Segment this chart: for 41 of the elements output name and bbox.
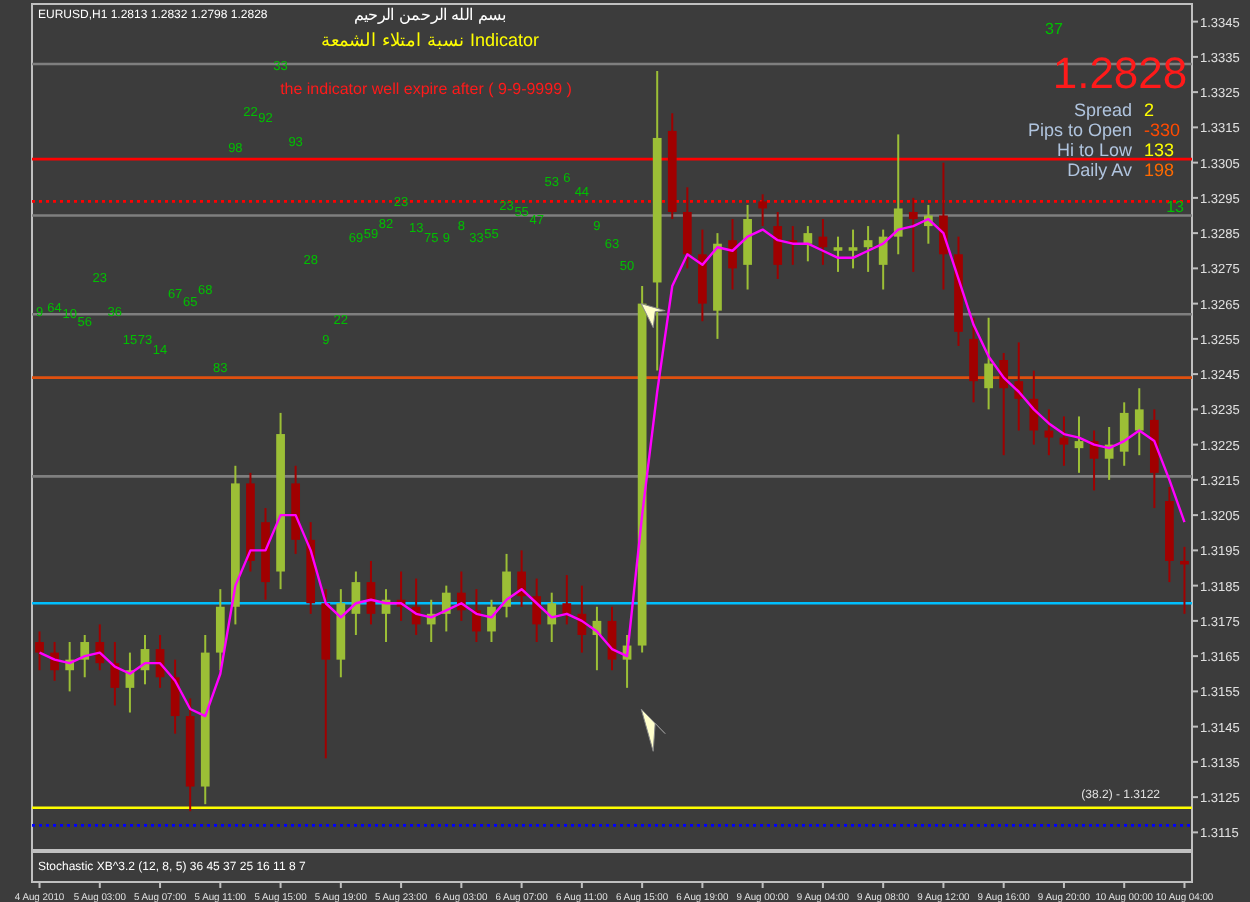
annotation: نسبة امتلاء الشمعة Indicator xyxy=(320,30,540,50)
candlestick xyxy=(562,574,572,626)
annotation: Hi to Low xyxy=(1056,140,1133,160)
annotation: 13 xyxy=(1166,198,1186,216)
annotation: the indicator well expire after ( 9-9-9999 ) xyxy=(280,80,573,98)
candlestick xyxy=(728,218,737,291)
annotation: Daily Av xyxy=(1067,160,1133,180)
candlestick xyxy=(908,196,918,273)
annotation: 2 xyxy=(1144,100,1155,120)
candlestick xyxy=(80,633,90,679)
candlestick xyxy=(863,225,873,273)
candlestick xyxy=(833,235,843,273)
annotation: 133 xyxy=(1144,140,1175,160)
candlestick xyxy=(893,133,903,256)
candlestick xyxy=(682,186,692,270)
annotation: -330 xyxy=(1144,120,1181,140)
candlestick xyxy=(803,225,813,263)
candlestick xyxy=(773,210,783,280)
annotation: Spread xyxy=(1073,100,1132,120)
candlestick xyxy=(215,588,225,672)
candlestick xyxy=(984,316,993,411)
candlestick xyxy=(110,641,120,707)
candlestick xyxy=(1044,408,1054,457)
candlestick xyxy=(743,203,752,291)
candlestick xyxy=(878,228,888,291)
annotation: بسم الله الرحمن الرحيم xyxy=(354,6,506,24)
candlestick xyxy=(969,316,978,404)
candlestick xyxy=(1134,387,1144,457)
annotation: 1.2828 xyxy=(1052,48,1188,98)
annotation: 198 xyxy=(1144,160,1175,180)
candlestick xyxy=(1059,415,1069,467)
candlestick xyxy=(1119,401,1129,467)
candlestick xyxy=(758,193,768,228)
candlestick xyxy=(532,577,542,644)
candlestick xyxy=(848,228,858,270)
annotation: 37 xyxy=(1045,20,1064,38)
candlestick xyxy=(1074,415,1084,474)
candlestick xyxy=(502,552,511,619)
candlestick xyxy=(1029,369,1039,446)
candlestick xyxy=(35,630,44,672)
annotation: Pips to Open xyxy=(1027,120,1132,140)
